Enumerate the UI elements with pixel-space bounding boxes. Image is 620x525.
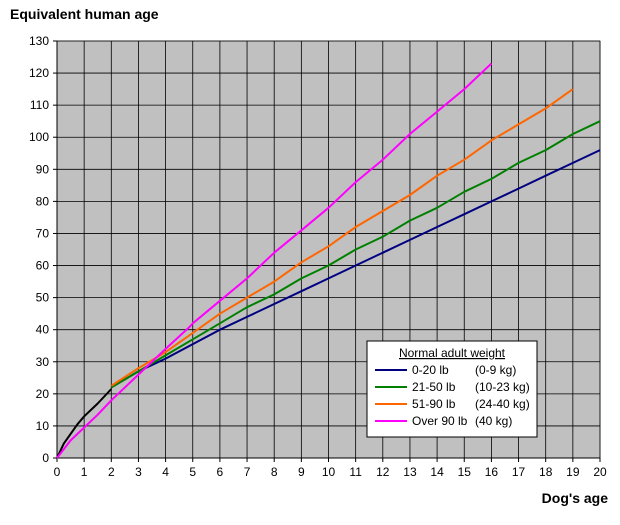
x-tick-label: 11 xyxy=(349,465,362,479)
legend-label: 21-50 lb xyxy=(412,380,456,394)
y-tick-label: 130 xyxy=(29,34,49,48)
series-layer xyxy=(56,62,601,459)
series-line-puppy xyxy=(56,388,113,459)
y-tick-label: 100 xyxy=(29,130,49,144)
axis-layer: 0 1 2 3 4 5 6 7 8 9 10 11 12 13 14 15 16 17 18 19 2001020304… xyxy=(29,34,607,479)
y-tick-label: 120 xyxy=(29,66,49,80)
y-tick-label: 90 xyxy=(36,162,50,176)
x-tick-label: 10 xyxy=(322,465,336,479)
y-tick-label: 60 xyxy=(36,259,50,273)
y-tick-label: 70 xyxy=(36,226,50,240)
y-tick-label: 50 xyxy=(36,291,50,305)
y-tick-label: 80 xyxy=(36,194,50,208)
series-line-0-20-lb xyxy=(110,149,601,389)
y-tick-label: 10 xyxy=(36,419,50,433)
x-tick-label: 13 xyxy=(403,465,417,479)
legend-metric: (10-23 kg) xyxy=(475,380,530,394)
x-tick-label: 7 xyxy=(244,465,251,479)
x-tick-label: 4 xyxy=(162,465,169,479)
y-tick-label: 0 xyxy=(42,451,49,465)
x-axis-title: Dog's age xyxy=(541,490,608,506)
legend-label: 51-90 lb xyxy=(412,397,456,411)
legend-title: Normal adult weight xyxy=(399,346,506,360)
legend-metric: (24-40 kg) xyxy=(475,397,530,411)
x-tick-label: 2 xyxy=(108,465,115,479)
x-tick-label: 17 xyxy=(512,465,526,479)
x-tick-label: 18 xyxy=(539,465,553,479)
x-tick-label: 1 xyxy=(81,465,88,479)
y-tick-label: 40 xyxy=(36,323,50,337)
legend-metric: (40 kg) xyxy=(475,414,512,428)
y-tick-label: 110 xyxy=(30,98,49,112)
series-line-21-50-lb xyxy=(110,120,601,389)
legend-metric: (0-9 kg) xyxy=(475,363,516,377)
legend-label: Over 90 lb xyxy=(412,414,468,428)
y-tick-label: 20 xyxy=(36,387,50,401)
x-tick-label: 15 xyxy=(458,465,472,479)
x-tick-label: 8 xyxy=(271,465,278,479)
series-line-over-90-lb xyxy=(56,62,493,459)
legend-label: 0-20 lb xyxy=(412,363,449,377)
series-line-51-90-lb xyxy=(110,88,574,387)
y-tick-label: 30 xyxy=(36,355,50,369)
x-tick-label: 12 xyxy=(376,465,390,479)
legend: Normal adult weight 0-20 lb (0-9 kg) 21-50 … xyxy=(366,340,538,438)
x-tick-label: 9 xyxy=(298,465,305,479)
y-axis-title: Equivalent human age xyxy=(10,6,159,22)
x-tick-label: 14 xyxy=(430,465,444,479)
x-tick-label: 0 xyxy=(54,465,61,479)
x-tick-label: 20 xyxy=(593,465,607,479)
x-tick-label: 3 xyxy=(135,465,142,479)
x-tick-label: 19 xyxy=(566,465,580,479)
x-tick-label: 6 xyxy=(217,465,224,479)
x-tick-label: 5 xyxy=(189,465,196,479)
x-tick-label: 16 xyxy=(485,465,499,479)
